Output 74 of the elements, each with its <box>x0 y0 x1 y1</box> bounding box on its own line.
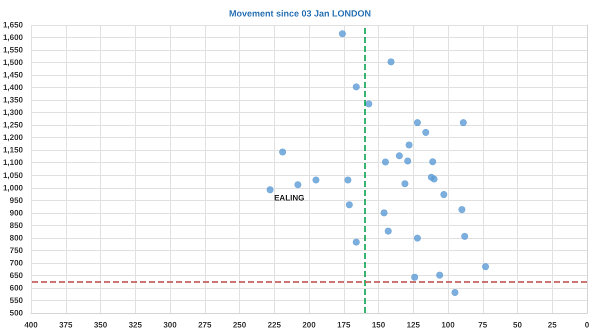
y-tick-label: 800 <box>10 233 24 242</box>
y-tick-label: 1,400 <box>2 83 24 92</box>
x-tick-label: 275 <box>198 320 212 330</box>
x-tick-label: 300 <box>163 320 178 330</box>
y-tick-label: 1,200 <box>2 133 24 142</box>
y-tick-label: 1,550 <box>2 46 24 55</box>
point <box>346 201 353 208</box>
annotation: EALING <box>274 193 304 202</box>
x-tick-label: 250 <box>232 320 247 330</box>
point <box>401 180 408 188</box>
point <box>338 30 346 38</box>
point <box>384 228 392 235</box>
point <box>294 181 302 188</box>
point <box>451 288 458 296</box>
y-tick-label: 1,350 <box>2 96 24 105</box>
y-tick-label: 550 <box>10 296 24 305</box>
point <box>396 152 403 160</box>
point <box>352 83 360 90</box>
y-tick-label: 1,600 <box>2 33 24 42</box>
x-tick-label: 175 <box>337 320 351 330</box>
y-tick-label: 1,300 <box>2 108 24 118</box>
point <box>436 272 444 279</box>
y-tick-label: 600 <box>10 283 24 292</box>
x-tick-label: 0 <box>584 320 590 330</box>
y-tick-label: 1,250 <box>2 120 24 130</box>
y-tick-label: 950 <box>10 196 24 205</box>
point <box>388 58 395 66</box>
x-tick-label: 200 <box>302 320 316 330</box>
x-tick-label: 375 <box>59 320 73 330</box>
point <box>312 176 320 184</box>
x-tick-label: 50 <box>513 320 522 330</box>
x-tick-label: 150 <box>372 320 386 330</box>
y-tick-label: 1,100 <box>2 158 24 168</box>
x-tick-label: 225 <box>268 320 282 330</box>
y-tick-label: 700 <box>10 258 24 268</box>
point <box>422 128 430 136</box>
point <box>482 263 490 270</box>
point <box>440 191 448 198</box>
point <box>382 158 389 166</box>
point <box>404 157 412 164</box>
point <box>429 158 436 166</box>
y-tick-label: 1,000 <box>2 183 24 192</box>
x-tick-label: 325 <box>128 320 142 330</box>
x-tick-label: 100 <box>441 320 456 330</box>
x-tick-label: 400 <box>24 320 38 330</box>
point <box>414 119 421 126</box>
y-tick-label: 1,450 <box>2 70 24 80</box>
y-tick-label: 850 <box>10 220 24 230</box>
point <box>279 148 286 156</box>
y-tick-label: 1,150 <box>2 146 24 155</box>
y-tick-label: 650 <box>10 270 24 280</box>
x-tick-label: 75 <box>478 320 488 330</box>
point <box>344 176 352 184</box>
x-tick-label: 350 <box>94 320 108 330</box>
point <box>352 238 360 246</box>
chart-title: Movement since 03 Jan LONDON <box>228 8 372 18</box>
point <box>461 232 468 240</box>
point <box>430 176 438 183</box>
point <box>414 234 421 242</box>
point <box>458 206 466 214</box>
y-tick-label: 500 <box>10 308 24 318</box>
point <box>266 186 274 194</box>
x-tick-label: 25 <box>548 320 558 330</box>
y-tick-label: 1,650 <box>2 20 24 30</box>
y-tick-label: 1,500 <box>2 58 24 68</box>
y-tick-label: 900 <box>10 208 24 218</box>
x-tick-label: 125 <box>406 320 420 330</box>
point <box>406 141 413 148</box>
point <box>411 274 418 281</box>
y-tick-label: 750 <box>10 246 24 255</box>
point <box>460 119 467 126</box>
point <box>365 100 372 108</box>
point <box>380 209 388 216</box>
y-tick-label: 1,050 <box>2 170 24 180</box>
